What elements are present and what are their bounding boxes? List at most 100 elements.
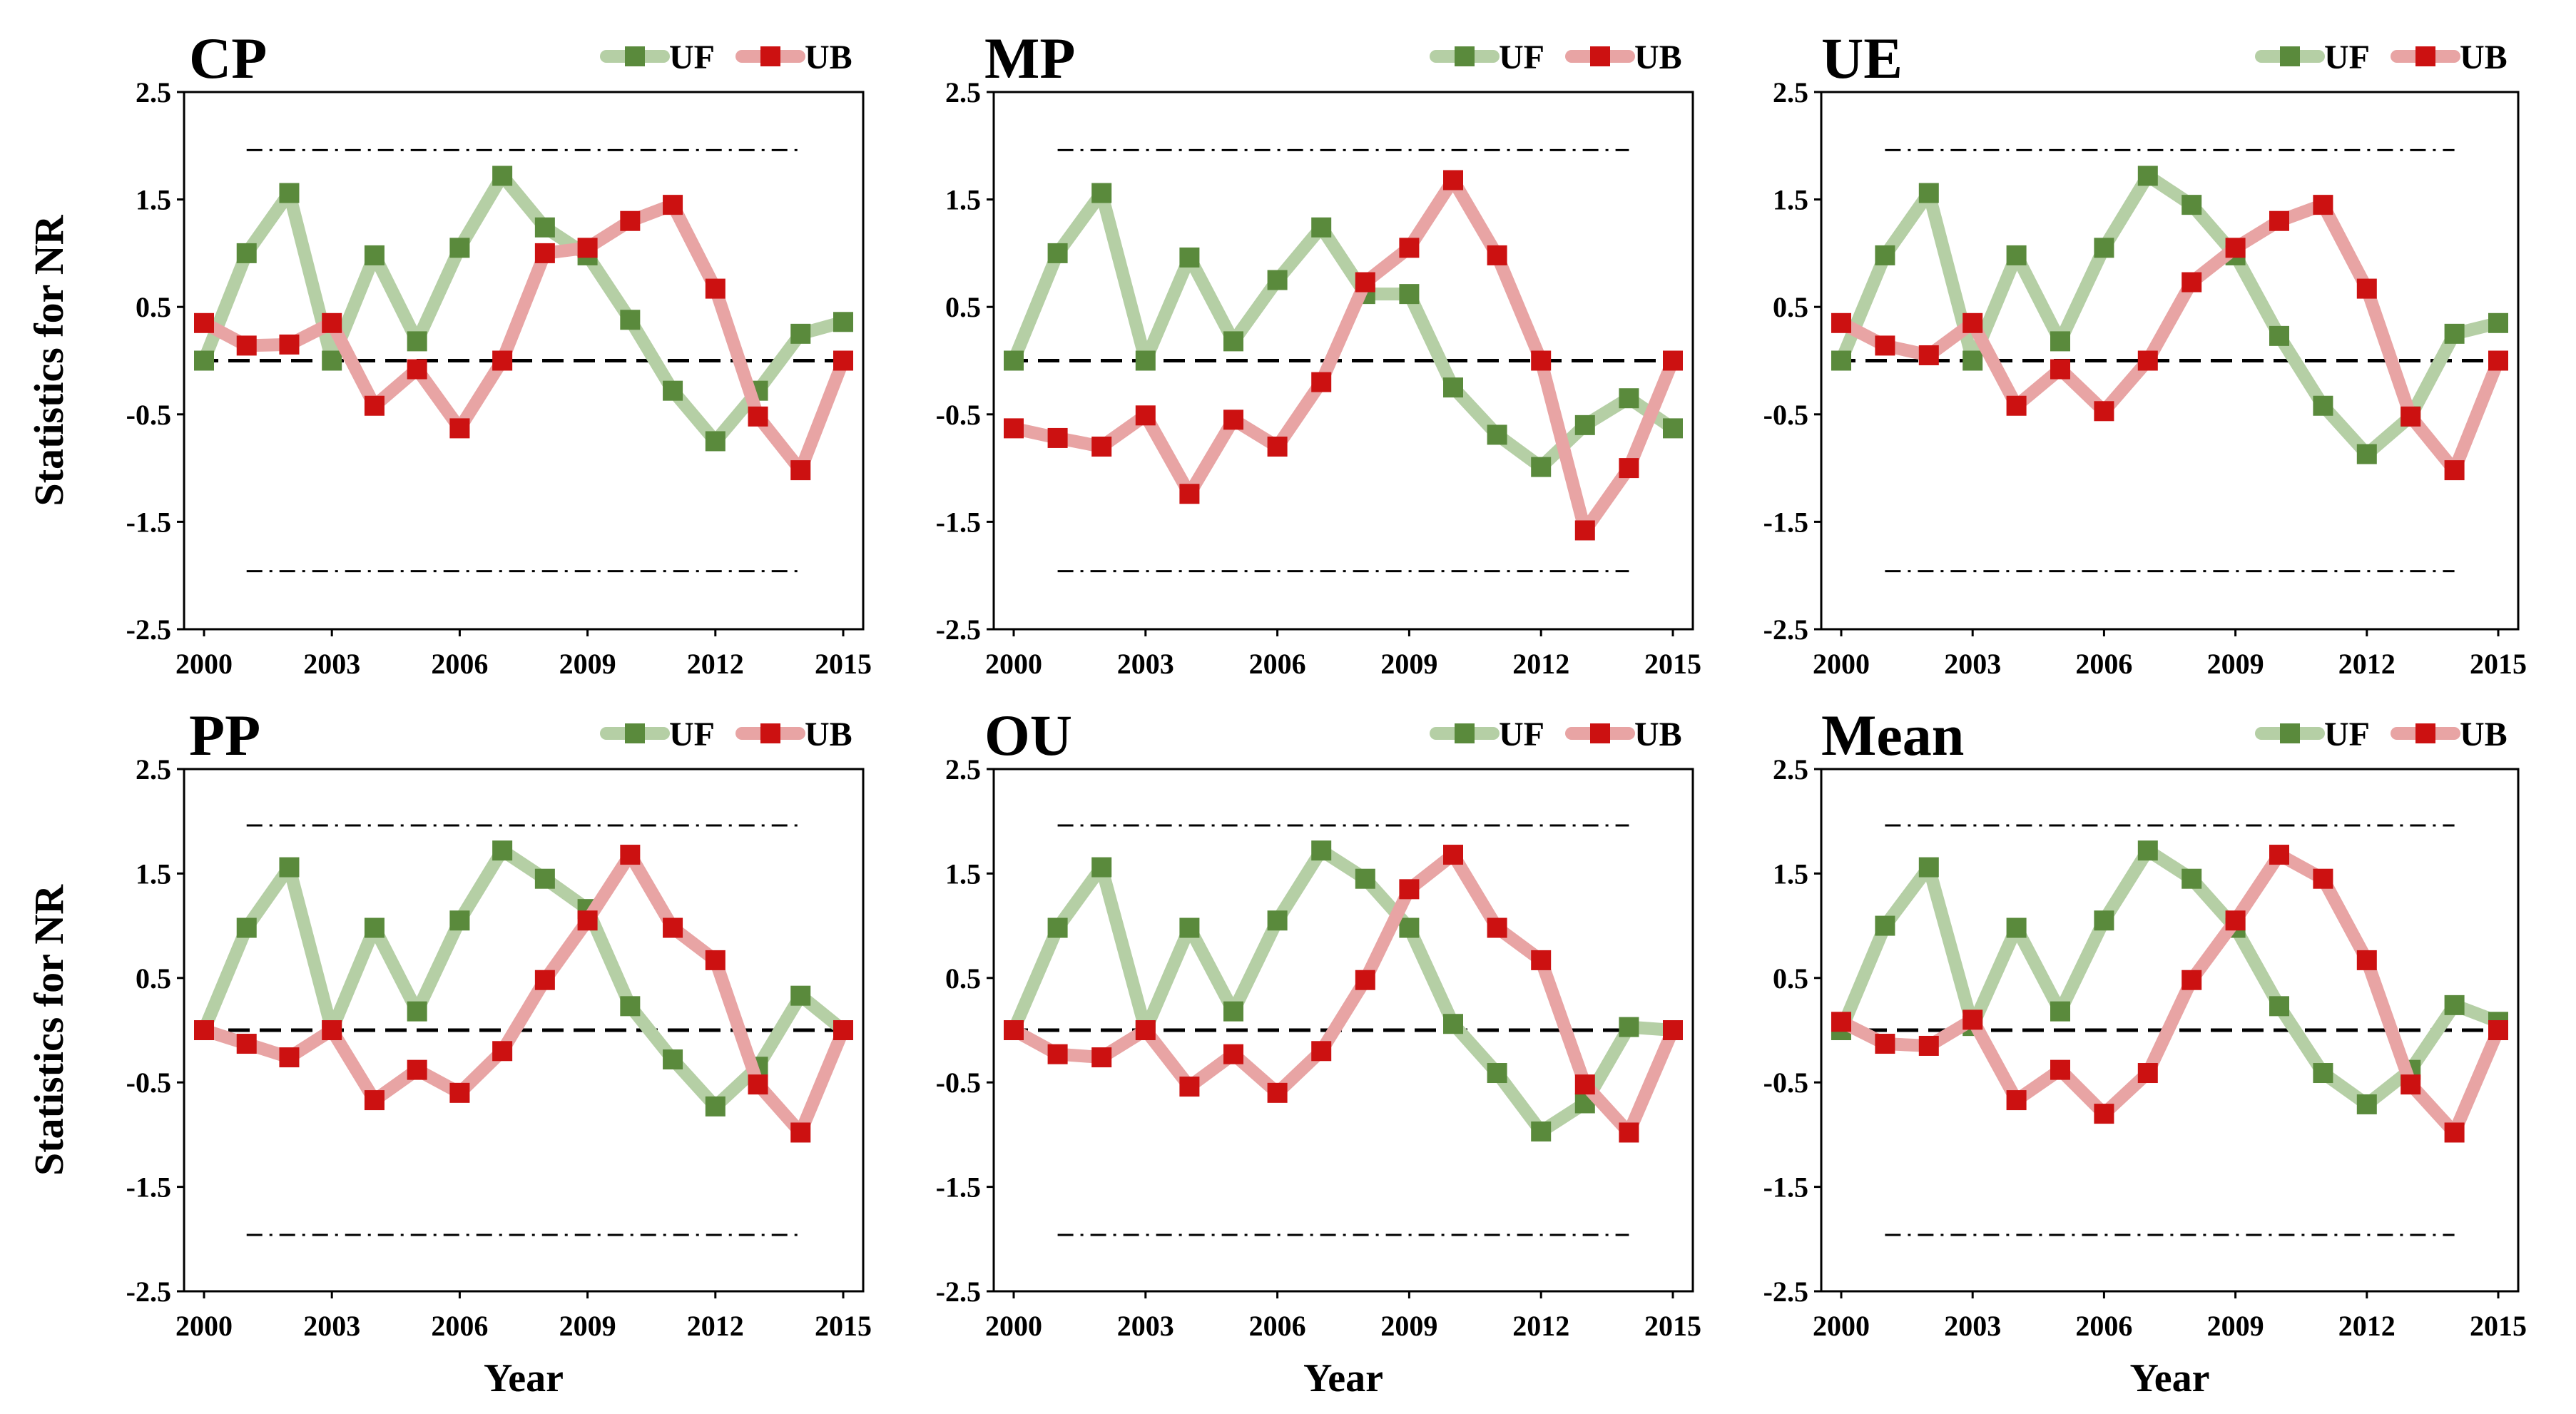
y-tick-label: 1.5 [945, 858, 981, 890]
data-point-uf [2356, 444, 2377, 464]
data-point-ub [534, 243, 555, 263]
data-point-ub [194, 1020, 214, 1040]
data-point-ub [1004, 1020, 1024, 1040]
data-point-ub [1443, 170, 1463, 190]
legend-label: UB [1634, 716, 1682, 753]
x-tick-label: 2012 [2338, 1310, 2396, 1342]
data-point-ub [620, 845, 641, 865]
x-tick-label: 2003 [1117, 648, 1174, 680]
data-point-ub [1962, 1009, 1983, 1030]
x-axis-label: Year [2130, 1356, 2210, 1400]
data-point-ub [577, 238, 598, 258]
data-point-uf [1875, 915, 1895, 936]
legend-label: UB [1634, 39, 1682, 76]
data-point-ub [2225, 910, 2246, 931]
data-point-uf [1918, 183, 1939, 203]
series-line-uf [198, 169, 850, 448]
data-point-uf [2137, 166, 2158, 186]
data-point-ub [2269, 845, 2289, 865]
data-point-ub [1875, 1034, 1895, 1054]
data-point-uf [1135, 350, 1156, 371]
data-point-uf [279, 857, 300, 878]
data-point-uf [2313, 1063, 2333, 1084]
data-point-ub [2137, 350, 2158, 371]
legend-label: UB [2460, 716, 2508, 753]
data-point-ub [1663, 350, 1683, 371]
x-tick-label: 2006 [1249, 1310, 1306, 1342]
legend-swatch-marker [2415, 723, 2435, 743]
data-point-uf [1399, 917, 1420, 938]
series-line-ub [1835, 848, 2505, 1139]
series-ub [1004, 170, 1683, 541]
data-point-ub [449, 418, 470, 439]
x-tick-label: 2009 [2207, 1310, 2264, 1342]
data-point-uf [1619, 388, 1639, 409]
x-axis-label: Year [484, 1356, 564, 1400]
series-line-uf [1007, 844, 1679, 1139]
data-point-ub [279, 334, 300, 355]
data-point-uf [1267, 270, 1288, 290]
series-ub [1831, 195, 2508, 481]
x-tick-label: 2009 [559, 648, 616, 680]
data-point-uf [705, 1096, 726, 1117]
data-point-ub [2488, 1020, 2508, 1040]
data-point-ub [236, 1034, 257, 1054]
data-point-ub [663, 195, 683, 215]
data-point-ub [1311, 1041, 1332, 1062]
data-point-ub [2313, 195, 2333, 215]
data-point-ub [2137, 1063, 2158, 1084]
y-tick-label: 0.5 [1773, 291, 1808, 323]
y-tick-label: 1.5 [1773, 858, 1808, 890]
data-point-uf [1531, 457, 1552, 477]
data-point-ub [1311, 372, 1332, 392]
data-point-uf [1267, 910, 1288, 931]
data-point-ub [1179, 1077, 1200, 1097]
legend-label: UF [669, 716, 715, 753]
x-tick-label: 2009 [559, 1310, 616, 1342]
data-point-uf [1091, 183, 1112, 203]
data-point-uf [1487, 1063, 1507, 1084]
series-ub [194, 845, 853, 1143]
data-point-ub [1487, 245, 1507, 265]
legend-label: UB [805, 716, 852, 753]
data-point-ub [1091, 1047, 1112, 1068]
legend-swatch-marker [1590, 46, 1610, 66]
data-point-uf [620, 996, 641, 1017]
legend-label: UF [2324, 716, 2370, 753]
legend-label: UF [2324, 39, 2370, 76]
legend-label: UF [1499, 716, 1544, 753]
data-point-ub [748, 1074, 768, 1095]
y-tick-label: -0.5 [126, 1067, 171, 1099]
data-point-ub [705, 278, 726, 299]
legend-label: UB [805, 39, 852, 76]
x-tick-label: 2009 [2207, 648, 2264, 680]
data-point-ub [1355, 272, 1375, 293]
data-point-uf [790, 323, 811, 344]
data-point-uf [1619, 1017, 1639, 1037]
data-point-ub [1399, 879, 1420, 900]
x-tick-label: 2012 [1512, 648, 1569, 680]
x-tick-label: 2000 [175, 1310, 233, 1342]
data-point-uf [407, 331, 427, 352]
plot-frame [992, 768, 1694, 1293]
data-point-ub [790, 1122, 811, 1143]
y-tick-label: 2.5 [136, 753, 171, 785]
data-point-ub [833, 350, 853, 371]
data-point-ub [322, 1020, 342, 1040]
data-point-ub [1047, 1044, 1068, 1064]
data-point-uf [2182, 868, 2202, 889]
data-point-uf [1047, 917, 1068, 938]
x-tick-label: 2009 [1380, 1310, 1437, 1342]
series-line-ub [1835, 198, 2505, 477]
y-tick-label: -0.5 [1763, 399, 1808, 431]
data-point-ub [2401, 406, 2421, 427]
y-tick-label: -1.5 [936, 1171, 981, 1204]
y-tick-label: 2.5 [945, 753, 981, 785]
data-point-uf [2444, 323, 2465, 344]
data-point-ub [492, 1041, 513, 1062]
y-tick-label: -2.5 [936, 614, 981, 646]
x-tick-label: 2015 [1644, 648, 1701, 680]
